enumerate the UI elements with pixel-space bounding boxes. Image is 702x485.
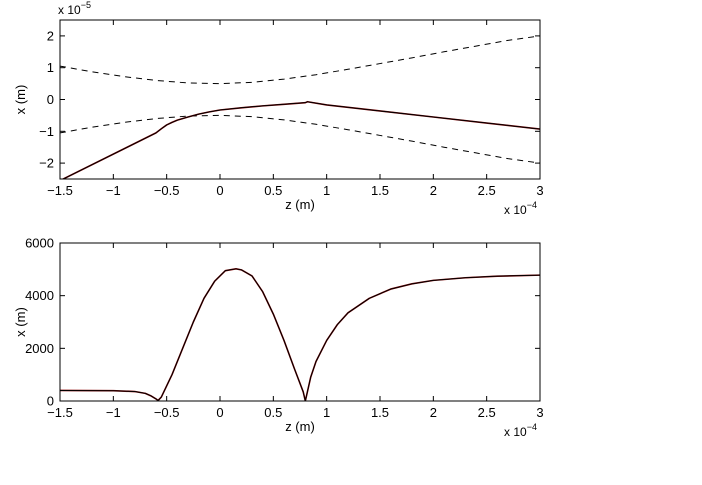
y-tick-label: 1 xyxy=(47,60,54,75)
x-tick-label: 1.5 xyxy=(371,183,389,198)
y-tick-label: 6000 xyxy=(25,236,54,251)
y-tick-label: 0 xyxy=(47,394,54,409)
x-multiplier-label: x 10−4 xyxy=(504,200,537,217)
x-tick-label: 2 xyxy=(430,405,437,420)
x-tick-label: 2.5 xyxy=(478,405,496,420)
x-axis-label: z (m) xyxy=(285,419,315,434)
x-tick-label: −1 xyxy=(106,183,121,198)
y-tick-label: −1 xyxy=(39,124,54,139)
axes-frame xyxy=(59,242,541,402)
x-axis-label: z (m) xyxy=(285,197,315,212)
x-tick-label: −0.5 xyxy=(154,183,180,198)
x-tick-label: −1.5 xyxy=(47,405,73,420)
y-tick-label: −2 xyxy=(39,156,54,171)
x-tick-label: 0 xyxy=(216,183,223,198)
y-multiplier-label: x 10−5 xyxy=(58,0,91,17)
trajectory-line-2 xyxy=(61,100,540,179)
y-tick-label: 0 xyxy=(47,92,54,107)
x-tick-label: 0.5 xyxy=(264,183,282,198)
axes-frame xyxy=(59,19,541,180)
x-tick-label: −1 xyxy=(106,405,121,420)
dashed-envelope-line-0 xyxy=(60,35,540,85)
x-tick-label: 1.5 xyxy=(371,405,389,420)
top-plot: −1.5 −1 −0.5 0 0.5 1 1.5 2 2.5 3 −2 −1 0 1 2 z (m) x (m)… xyxy=(13,0,544,217)
trajectory-line-0 xyxy=(60,268,540,401)
x-tick-label: 0 xyxy=(216,405,223,420)
dashed-envelope-line-1 xyxy=(60,114,540,164)
x-tick-label: 2 xyxy=(430,183,437,198)
y-axis-label: x (m) xyxy=(13,85,28,115)
y-tick-label: 2000 xyxy=(25,341,54,356)
x-tick-label: 1 xyxy=(323,183,330,198)
x-tick-label: 3 xyxy=(536,183,543,198)
x-tick-label: −0.5 xyxy=(154,405,180,420)
x-tick-label: 2.5 xyxy=(478,183,496,198)
trajectory-line-3 xyxy=(62,101,540,179)
bottom-plot: −1.5 −1 −0.5 0 0.5 1 1.5 2 2.5 3 0 2000 4000 6000 z (m… xyxy=(13,236,544,440)
x-tick-label: −1.5 xyxy=(47,183,73,198)
x-tick-label: 1 xyxy=(323,405,330,420)
trajectory-line-1 xyxy=(60,268,540,401)
x-multiplier-label: x 10−4 xyxy=(504,422,537,439)
y-axis-label: x (m) xyxy=(13,307,28,337)
x-tick-label: 3 xyxy=(536,405,543,420)
x-tick-label: 0.5 xyxy=(264,405,282,420)
y-tick-label: 2 xyxy=(47,28,54,43)
y-tick-label: 4000 xyxy=(25,288,54,303)
